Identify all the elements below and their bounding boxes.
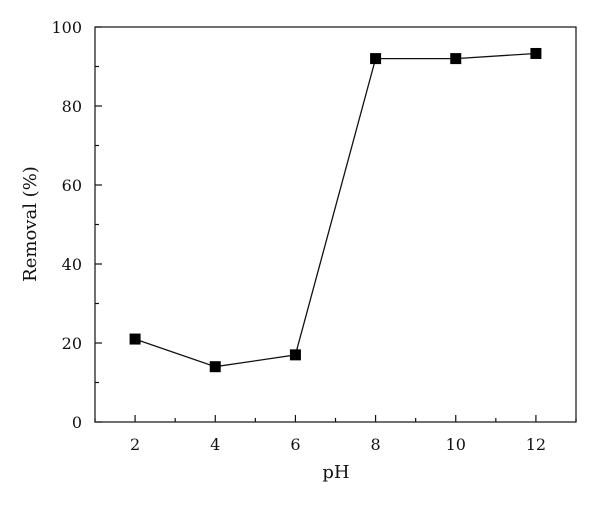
y-tick-label: 0 — [72, 413, 82, 432]
x-tick-label: 6 — [290, 435, 300, 454]
data-point-marker — [129, 333, 141, 345]
data-point-marker — [450, 53, 462, 65]
tick-labels-layer: 2 4 6 8 10 12 0 20 40 60 80 100 — [51, 18, 546, 454]
data-point-marker — [370, 53, 382, 65]
x-tick-label: 2 — [130, 435, 140, 454]
y-tick-label: 20 — [62, 334, 82, 353]
data-point-marker — [209, 361, 221, 373]
y-axis-title: Removal (%) — [20, 166, 41, 282]
ticks-layer — [94, 26, 577, 423]
x-tick-label: 10 — [446, 435, 466, 454]
y-tick-label: 40 — [62, 255, 82, 274]
plot-frame — [94, 26, 577, 423]
y-tick-label: 60 — [62, 176, 82, 195]
y-tick-label: 100 — [51, 18, 82, 37]
series-layer — [129, 47, 542, 373]
x-axis-title: pH — [322, 462, 349, 483]
data-point-marker — [530, 47, 542, 59]
x-tick-label: 12 — [526, 435, 546, 454]
x-tick-label: 8 — [370, 435, 380, 454]
series-line — [134, 52, 536, 368]
x-tick-label: 4 — [210, 435, 220, 454]
y-tick-label: 80 — [62, 97, 82, 116]
data-point-marker — [289, 349, 301, 361]
